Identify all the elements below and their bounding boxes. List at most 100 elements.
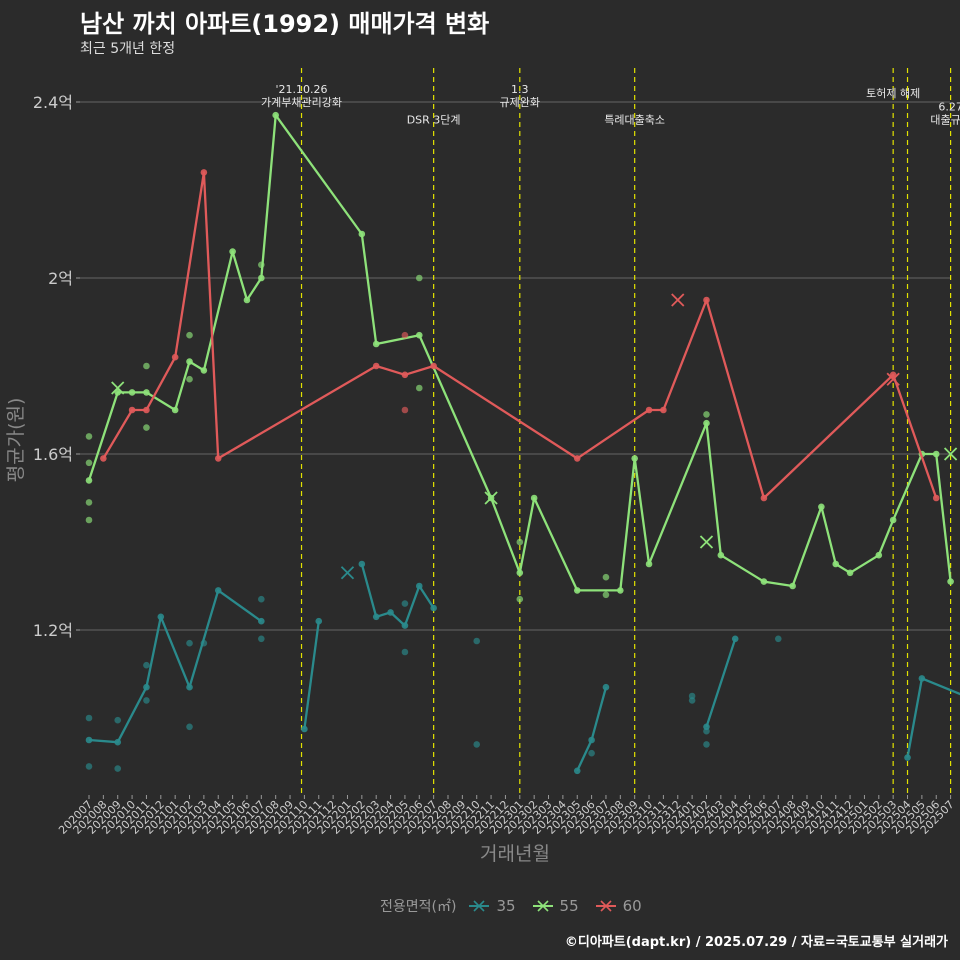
series-35-line xyxy=(906,677,960,758)
series-55-vertex xyxy=(932,450,940,458)
series-60-line xyxy=(102,171,938,500)
series-35-vertex xyxy=(602,683,610,691)
legend-label-60: 60 xyxy=(622,897,642,915)
series-55-cross-mark xyxy=(943,447,958,461)
series-55-vertex xyxy=(243,296,251,304)
series-35-line xyxy=(360,563,435,627)
series-55-point xyxy=(143,362,150,370)
series-55-vertex xyxy=(631,455,638,462)
series-35-vertex xyxy=(904,754,911,761)
series-60-vertex xyxy=(143,406,150,414)
series-35-vertex xyxy=(114,738,122,746)
legend-key-60-icon xyxy=(595,900,616,912)
legend-title: 전용면적(㎡) xyxy=(380,899,457,915)
series-35-point xyxy=(473,637,481,645)
series-35-vertex xyxy=(387,609,394,616)
series-35-point xyxy=(258,595,265,603)
series-60-vertex xyxy=(372,362,380,370)
chart-title: 남산 까치 아파트(1992) 매매가격 변화 xyxy=(80,10,490,38)
series-55-vertex xyxy=(846,569,854,577)
series-60-vertex xyxy=(100,455,107,462)
series-55-vertex xyxy=(573,587,581,594)
series-35-vertex xyxy=(372,613,380,621)
event-annotation: 규제완화 xyxy=(500,96,540,109)
series-35-vertex xyxy=(918,675,926,682)
series-35-vertex xyxy=(301,725,308,733)
series-35-vertex xyxy=(214,587,222,594)
series-60-vertex xyxy=(171,353,179,361)
y-tick-label: 2억 xyxy=(48,269,73,288)
y-tick-label: 1.6억 xyxy=(33,445,73,464)
series-55-vertex xyxy=(272,111,279,119)
series-60-cross-mark xyxy=(671,293,685,307)
series-35-point xyxy=(401,648,409,656)
series-55-point xyxy=(85,499,93,506)
series-55-vertex xyxy=(372,340,380,348)
series-60-vertex xyxy=(932,494,940,502)
series-55-vertex xyxy=(645,560,653,568)
series-35-vertex xyxy=(415,582,423,590)
series-55-vertex xyxy=(186,358,193,365)
series-55-point xyxy=(415,384,423,392)
series-55-vertex xyxy=(832,560,840,568)
series-35-point xyxy=(473,741,481,748)
series-35-line xyxy=(303,621,320,730)
series-35-point xyxy=(85,714,93,722)
series-35-point xyxy=(588,749,595,757)
caption: ©디아파트(dapt.kr) / 2025.07.29 / 자료=국토교통부 실… xyxy=(564,935,948,950)
series-35-vertex xyxy=(157,613,165,621)
series-60-vertex xyxy=(703,296,710,304)
series-55-point xyxy=(186,375,193,383)
series-35-vertex xyxy=(315,617,323,625)
series-55-point xyxy=(186,331,193,339)
y-axis-title: 평균가(원) xyxy=(5,398,27,483)
series-55-point xyxy=(85,516,93,524)
series-35-vertex xyxy=(143,683,150,691)
event-annotation: 대출규제 xyxy=(930,114,960,127)
y-tick-label: 2.4억 xyxy=(33,93,73,112)
legend-key-55-icon xyxy=(532,900,553,912)
series-55-vertex xyxy=(516,569,524,577)
series-55-vertex xyxy=(530,494,538,502)
series-55-vertex xyxy=(415,331,423,339)
series-60-vertex xyxy=(660,406,667,414)
series-35-vertex xyxy=(258,617,265,625)
legend: 전용면적(㎡) 35 55 60 xyxy=(380,896,652,916)
series-60-vertex xyxy=(214,455,222,462)
series-55-point xyxy=(602,591,610,599)
series-60-vertex xyxy=(760,494,768,502)
series-60-vertex xyxy=(645,406,653,414)
series-55-vertex xyxy=(229,248,236,255)
series-60-point xyxy=(401,406,409,414)
series-35-point xyxy=(401,600,409,607)
series-55-point xyxy=(85,433,93,440)
series-55-point xyxy=(602,573,610,581)
event-annotation: 토허제 해제 xyxy=(866,86,920,100)
series-60-vertex xyxy=(128,406,136,414)
series-55-point xyxy=(143,424,150,431)
series-55-vertex xyxy=(789,582,796,590)
series-55-vertex xyxy=(818,503,825,511)
series-55-vertex xyxy=(875,551,883,559)
series-35-point xyxy=(774,635,782,643)
series-60-vertex xyxy=(430,362,437,370)
event-annotation: DSR 3단계 xyxy=(407,114,461,127)
series-55-vertex xyxy=(703,419,710,427)
series-55-vertex xyxy=(358,230,366,238)
legend-item-35: 35 xyxy=(468,897,516,915)
series-35-point xyxy=(186,723,193,731)
y-tick-label: 1.2억 xyxy=(33,621,73,640)
series-55-vertex xyxy=(258,274,265,282)
series-35-point xyxy=(703,741,710,748)
series-60-vertex xyxy=(573,455,581,462)
series-35-vertex xyxy=(186,683,193,691)
series-35-cross-mark xyxy=(340,566,355,580)
series-55-point xyxy=(85,459,93,467)
series-60-point xyxy=(401,331,409,339)
series-55-vertex xyxy=(128,389,136,396)
series-35-vertex xyxy=(85,736,93,744)
series-35-vertex xyxy=(573,767,581,775)
event-annotation: '21.10.26 xyxy=(276,83,328,96)
series-35-point xyxy=(114,716,122,724)
series-35-point xyxy=(85,763,93,770)
